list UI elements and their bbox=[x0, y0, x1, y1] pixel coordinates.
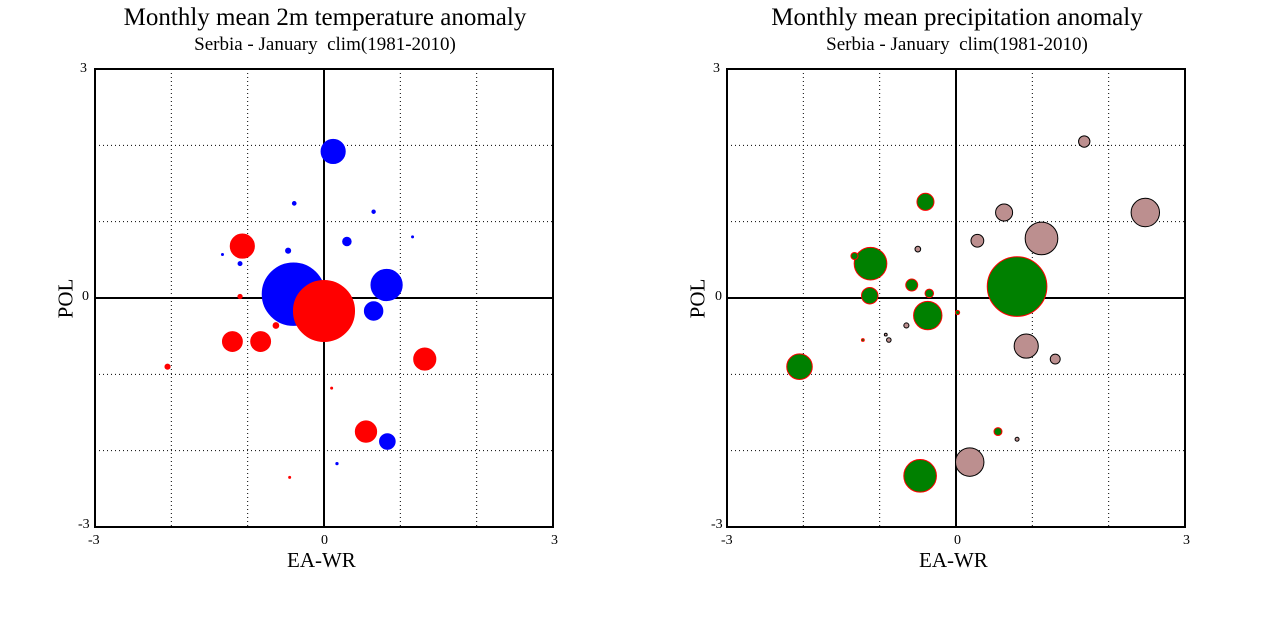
left-x-tick-mid: 0 bbox=[321, 533, 328, 548]
precip-bubble-s0-p9 bbox=[993, 427, 1003, 437]
precip-bubble-s0-p1 bbox=[853, 246, 888, 281]
temp-bubble-s1-p10 bbox=[288, 475, 292, 479]
right-y-axis-label: POL bbox=[685, 278, 710, 319]
temp-bubble-s0-p10 bbox=[335, 462, 339, 466]
temp-bubble-s1-p7 bbox=[164, 363, 171, 370]
left-y-axis-label: POL bbox=[53, 278, 78, 319]
precip-bubble-s0-p0 bbox=[986, 256, 1048, 317]
temp-bubble-s0-p5 bbox=[342, 236, 352, 247]
left-chart-subtitle: Serbia - January clim(1981-2010) bbox=[194, 34, 456, 55]
precip-bubble-s1-p12 bbox=[883, 332, 888, 337]
precip-bubble-s0-p7 bbox=[905, 278, 919, 292]
temp-bubble-s1-p2 bbox=[221, 331, 243, 352]
temp-bubble-s1-p3 bbox=[250, 331, 272, 352]
left-y-tick-top: 3 bbox=[80, 61, 87, 76]
precip-bubble-s1-p11 bbox=[1014, 436, 1020, 442]
left-x-tick-left: -3 bbox=[88, 533, 100, 548]
precip-bubble-s1-p7 bbox=[1049, 353, 1061, 365]
precip-bubble-s0-p5 bbox=[916, 192, 935, 211]
right-y-tick-mid: 0 bbox=[715, 289, 722, 304]
left-x-tick-right: 3 bbox=[551, 533, 558, 548]
precip-bubble-s0-p10 bbox=[850, 251, 859, 261]
precip-bubble-s1-p5 bbox=[970, 233, 985, 248]
right-x-tick-mid: 0 bbox=[954, 533, 961, 548]
precip-bubble-s1-p0 bbox=[1024, 221, 1059, 256]
right-y-tick-bottom: -3 bbox=[711, 517, 723, 532]
right-chart-subtitle: Serbia - January clim(1981-2010) bbox=[826, 34, 1088, 55]
temp-bubble-s0-p0 bbox=[320, 138, 346, 165]
temp-bubble-s0-p7 bbox=[291, 201, 297, 206]
left-y-tick-mid: 0 bbox=[82, 289, 89, 304]
left-y-tick-bottom: -3 bbox=[78, 517, 90, 532]
precip-bubble-s1-p6 bbox=[1078, 135, 1091, 148]
left-chart-title: Monthly mean 2m temperature anomaly bbox=[123, 4, 527, 31]
temp-bubble-s0-p6 bbox=[285, 247, 292, 254]
precip-bubble-s1-p10 bbox=[886, 337, 892, 343]
temp-bubble-s0-p2 bbox=[370, 268, 403, 302]
precip-bubble-s1-p1 bbox=[1130, 197, 1161, 228]
temp-bubble-s1-p6 bbox=[272, 322, 280, 329]
precip-bubble-s1-p8 bbox=[914, 245, 922, 253]
precip-bubble-s0-p3 bbox=[903, 459, 937, 493]
left-x-axis-label: EA-WR bbox=[287, 548, 356, 572]
right-chart-title: Monthly mean precipitation anomaly bbox=[771, 4, 1143, 31]
temp-bubble-s1-p5 bbox=[354, 420, 378, 443]
temp-bubble-s1-p1 bbox=[229, 233, 255, 259]
precip-bubble-s1-p4 bbox=[995, 203, 1014, 222]
temp-bubble-s0-p3 bbox=[363, 301, 384, 321]
precip-bubble-s0-p6 bbox=[861, 286, 879, 305]
right-x-tick-left: -3 bbox=[721, 533, 733, 548]
temp-bubble-s0-p9 bbox=[237, 261, 243, 267]
temp-bubble-s1-p8 bbox=[237, 293, 243, 300]
precip-bubble-s1-p3 bbox=[1013, 333, 1039, 359]
precip-bubble-s1-p2 bbox=[955, 447, 985, 477]
temp-bubble-s0-p13 bbox=[377, 284, 381, 289]
temp-bubble-s0-p12 bbox=[220, 252, 224, 256]
temp-bubble-s0-p4 bbox=[379, 433, 396, 450]
precip-bubble-s0-p11 bbox=[954, 309, 961, 316]
precip-bubble-s0-p4 bbox=[786, 353, 813, 380]
precip-bubble-s1-p9 bbox=[903, 322, 910, 329]
precip-bubble-s0-p8 bbox=[924, 288, 935, 299]
temp-bubble-s1-p0 bbox=[292, 279, 356, 343]
temp-bubble-s0-p8 bbox=[371, 209, 376, 214]
right-x-axis-label: EA-WR bbox=[919, 548, 988, 572]
temp-bubble-s1-p4 bbox=[413, 347, 437, 371]
temp-bubble-s1-p9 bbox=[330, 386, 334, 390]
temp-plot-frame bbox=[94, 68, 554, 528]
right-x-tick-right: 3 bbox=[1183, 533, 1190, 548]
right-y-tick-top: 3 bbox=[713, 61, 720, 76]
precip-bubble-s0-p12 bbox=[860, 338, 865, 342]
temp-bubble-s0-p11 bbox=[411, 235, 415, 239]
precip-plot-frame bbox=[726, 68, 1186, 528]
precip-bubble-s0-p2 bbox=[913, 300, 943, 331]
